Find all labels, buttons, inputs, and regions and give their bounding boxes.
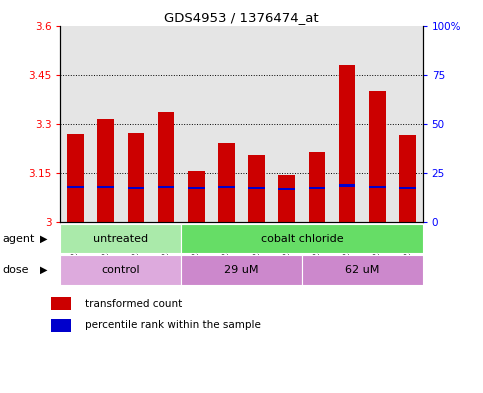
Bar (181, 224, 423, 253)
Bar (279, 188, 295, 191)
Bar (128, 133, 144, 222)
Bar (369, 185, 385, 188)
Bar (188, 187, 204, 189)
Bar (91, 26, 121, 222)
Bar (218, 186, 235, 189)
Bar (128, 187, 144, 189)
Text: ▶: ▶ (40, 234, 48, 244)
Bar (188, 171, 204, 222)
Bar (121, 26, 151, 222)
Text: agent: agent (2, 234, 35, 244)
Bar (98, 119, 114, 222)
Bar (51, 319, 71, 332)
Bar (332, 26, 362, 222)
Bar (339, 184, 355, 187)
Text: 29 uM: 29 uM (224, 265, 259, 275)
Bar (60, 255, 181, 285)
Bar (181, 26, 212, 222)
Bar (271, 26, 302, 222)
Bar (51, 297, 71, 310)
Bar (339, 65, 355, 222)
Bar (369, 91, 385, 222)
Bar (279, 174, 295, 222)
Text: cobalt chloride: cobalt chloride (260, 234, 343, 244)
Text: percentile rank within the sample: percentile rank within the sample (85, 320, 260, 330)
Text: transformed count: transformed count (85, 299, 182, 309)
Bar (399, 187, 416, 189)
Bar (151, 26, 181, 222)
Bar (181, 255, 302, 285)
Bar (212, 26, 242, 222)
Text: dose: dose (2, 265, 29, 275)
Text: 62 uM: 62 uM (345, 265, 380, 275)
Bar (158, 112, 174, 222)
Bar (98, 185, 114, 188)
Bar (362, 26, 393, 222)
Bar (218, 143, 235, 222)
Bar (67, 134, 84, 222)
Bar (302, 255, 423, 285)
Bar (60, 26, 91, 222)
Bar (302, 26, 332, 222)
Bar (242, 26, 271, 222)
Bar (60, 224, 181, 253)
Bar (248, 187, 265, 189)
Bar (248, 155, 265, 222)
Bar (158, 185, 174, 188)
Bar (309, 187, 325, 189)
Bar (67, 186, 84, 188)
Text: ▶: ▶ (40, 265, 48, 275)
Text: untreated: untreated (93, 234, 148, 244)
Bar (309, 152, 325, 222)
Text: control: control (101, 265, 140, 275)
Bar (393, 26, 423, 222)
Bar (399, 135, 416, 222)
Title: GDS4953 / 1376474_at: GDS4953 / 1376474_at (164, 11, 319, 24)
